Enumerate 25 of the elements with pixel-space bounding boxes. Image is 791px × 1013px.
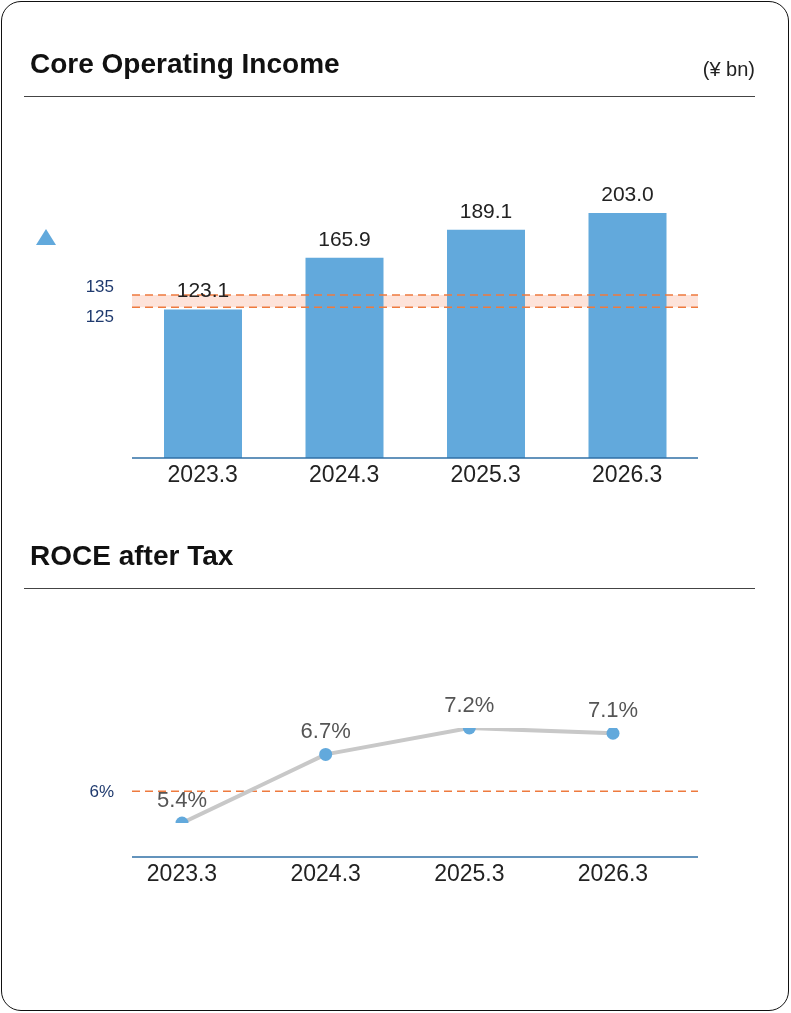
chart-title: ROCE after Tax bbox=[30, 540, 234, 572]
x-tick-label: 2023.3 bbox=[146, 860, 218, 887]
ref-line-label: 125 bbox=[85, 307, 114, 327]
x-tick-label: 2023.3 bbox=[167, 461, 238, 488]
x-tick-label: 2025.3 bbox=[434, 860, 505, 887]
data-label: 189.1 bbox=[459, 198, 513, 222]
data-label: 165.9 bbox=[318, 226, 371, 250]
x-tick-label: 2024.3 bbox=[309, 461, 380, 488]
text: (¥ bn) bbox=[702, 58, 755, 81]
x-tick-label: 2024.3 bbox=[290, 860, 361, 887]
x-tick-label: 2025.3 bbox=[450, 461, 521, 488]
ref-line-label: 135 bbox=[85, 277, 114, 297]
bar bbox=[305, 257, 384, 458]
bar bbox=[447, 229, 525, 458]
bar bbox=[588, 213, 667, 458]
ref-line-label: 6% bbox=[89, 782, 114, 802]
x-tick-label: 2026.3 bbox=[592, 461, 663, 488]
data-label: 5.4% bbox=[156, 787, 208, 812]
chart-title: Core Operating Income bbox=[30, 48, 340, 80]
data-label: 203.0 bbox=[601, 182, 654, 205]
data-label: 7.2% bbox=[444, 692, 495, 717]
x-tick-label: 2026.3 bbox=[577, 860, 649, 887]
data-label: 6.7% bbox=[300, 718, 351, 744]
bar bbox=[164, 309, 242, 458]
data-label: 7.1% bbox=[587, 697, 639, 723]
